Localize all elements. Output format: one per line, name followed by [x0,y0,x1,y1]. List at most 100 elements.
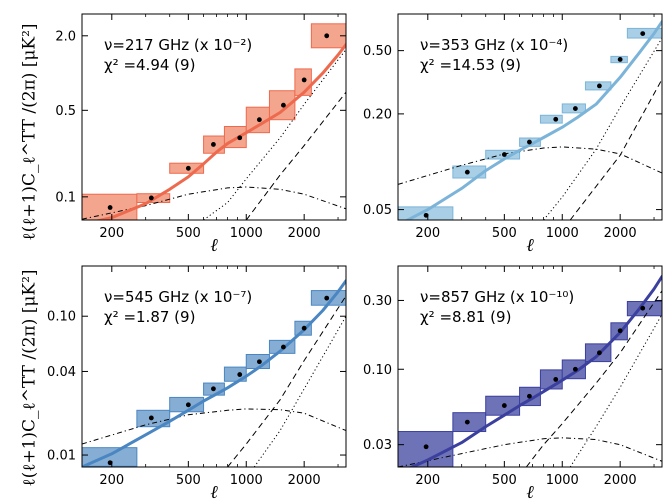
panel4-xtick-label-2000: 2000 [604,473,637,488]
panel3-annotation-line-2: χ² =1.87 (9) [104,308,195,326]
panel4-dashed-curve [525,290,662,467]
panel1-annotation-line-2: χ² =4.94 (9) [104,56,195,74]
panel4-xlabel: ℓ [526,482,534,501]
panel1-data-point-1 [107,205,113,210]
panel2-annotation-line-2: χ² =14.53 (9) [420,56,521,74]
panel2-data-point-4 [527,139,532,145]
panel3-xtick-label-2000: 2000 [288,473,321,488]
panel1-xtick-label-1000: 1000 [230,226,263,241]
panel1-annotation-line-1: ν=217 GHz (x 10⁻²) [104,36,252,54]
panel4-xtick-label-500: 500 [492,473,517,488]
panel1-ytick-label-0: 0.1 [55,190,76,205]
panel2-model-curve [404,20,662,220]
panel2: 200 500 1000 2000 0.05 0.20 0.50 ℓ ν=353 GHz (x … [363,13,663,256]
panel3-xtick-label-500: 500 [176,473,201,488]
panel1-dashed-curve [245,91,346,220]
panel2-data-point-2 [464,169,470,175]
panel4-data-point-7 [597,350,602,356]
panel2-data-point-7 [597,83,602,89]
panel2-ytick-label-0: 0.05 [363,203,392,218]
panel2-ytick-label-2: 0.50 [363,44,392,59]
panel2-dashdot-curve [398,146,662,185]
panel2-bin-box-5 [539,114,563,124]
panel1-frame [81,13,347,221]
panel3-ytick-label-2: 0.10 [47,310,76,325]
panel3-data-point-2 [148,415,154,421]
panel4-model-curve [408,275,662,467]
panel4-ytick-label-0: 0.03 [363,438,392,453]
panel3-xtick-label-1000: 1000 [230,473,263,488]
panel3-ytick-label-0: 0.01 [47,449,76,464]
panel4-ytick-label-1: 0.10 [363,363,392,378]
panel1-data-point-5 [237,135,243,141]
panel4-data-point-9 [640,305,646,311]
panel3-data-point-5 [237,372,243,377]
panel3-xlabel: ℓ [210,482,218,501]
panel3-data-point-8 [301,325,307,331]
panel2-ytick-label-1: 0.20 [363,107,392,122]
panel2-data-point-6 [572,106,578,111]
panel2-data-point-5 [553,116,559,122]
panel1-xlabel: ℓ [210,235,218,256]
panel3-data-point-3 [185,402,191,408]
panel2-xtick-label-2000: 2000 [604,226,637,241]
panel3-data-point-6 [256,359,262,365]
panel4-data-point-8 [617,328,623,334]
panel4-data-point-3 [501,403,507,408]
panel1-data-point-8 [301,77,307,83]
panel4-data-point-1 [423,444,429,450]
panel3-dotted-curve [253,315,346,467]
panel4-data-point-5 [553,377,559,382]
panel2-xtick-label-500: 500 [492,226,517,241]
panel3-plot-area [82,279,346,467]
panel1-data-point-2 [148,195,154,201]
panel3-data-point-7 [281,344,286,350]
panel3-xtick-label-200: 200 [99,473,124,488]
panel3: 200 500 1000 2000 0.01 0.04 0.10 ℓ ν=545 GHz (x … [47,265,347,501]
panel4-annotation-line-2: χ² =8.81 (9) [420,308,511,326]
panel4-ytick-label-2: 0.30 [363,294,392,309]
panel1-xtick-label-200: 200 [99,226,124,241]
panel1-xtick-label-500: 500 [176,226,201,241]
panel2-annotation-line-1: ν=353 GHz (x 10⁻⁴) [420,36,568,54]
panel4-data-point-6 [572,366,578,372]
panel3-annotation-line-1: ν=545 GHz (x 10⁻⁷) [104,288,252,306]
panel4-dashdot-curve [398,437,662,467]
panel2-frame [397,13,663,221]
panel1-ytick-label-1: 0.5 [55,104,76,119]
panel4-dotted-curve [569,314,662,467]
panel1-dashdot-curve [82,186,346,220]
panel3-data-point-4 [211,386,216,392]
panel3-dashdot-curve [82,408,346,445]
panel4-data-point-2 [464,419,470,425]
panel4: 200 500 1000 2000 0.03 0.10 0.30 ℓ ν=857 GHz (x … [363,265,663,501]
panel1-plot-area [82,23,346,220]
panel2-plot-area [398,20,662,220]
panel1-ytick-label-2: 2.0 [55,29,76,44]
panel3-model-curve [82,279,346,467]
panel4-frame [397,265,663,468]
panel1-model-curve [94,43,346,220]
panel4-annotation-line-1: ν=857 GHz (x 10⁻¹⁰) [420,288,574,306]
panel1-data-point-7 [281,102,286,108]
panel2-xtick-label-1000: 1000 [546,226,579,241]
panel3-data-point-9 [324,295,330,301]
panel2-xtick-label-200: 200 [415,226,440,241]
panel4-plot-area [398,275,662,467]
panel1-data-point-3 [185,165,191,171]
panel3-frame [81,265,347,468]
panel2-data-point-9 [640,31,646,36]
panel1-xtick-label-2000: 2000 [288,226,321,241]
panel2-data-point-3 [501,152,507,157]
panel4-xtick-label-200: 200 [415,473,440,488]
panel4-xtick-label-1000: 1000 [546,473,579,488]
panel1-data-point-6 [256,117,262,123]
panel3-ytick-label-1: 0.04 [47,365,76,380]
panel2-xlabel: ℓ [526,235,534,256]
panel1-data-point-9 [324,33,330,39]
panel3-dashed-curve [227,295,346,467]
panel4-data-point-4 [527,393,532,399]
panel1: 200 500 1000 2000 0.1 0.5 2.0 ℓ ν=217 GHz (x 10⁻… [55,13,347,256]
